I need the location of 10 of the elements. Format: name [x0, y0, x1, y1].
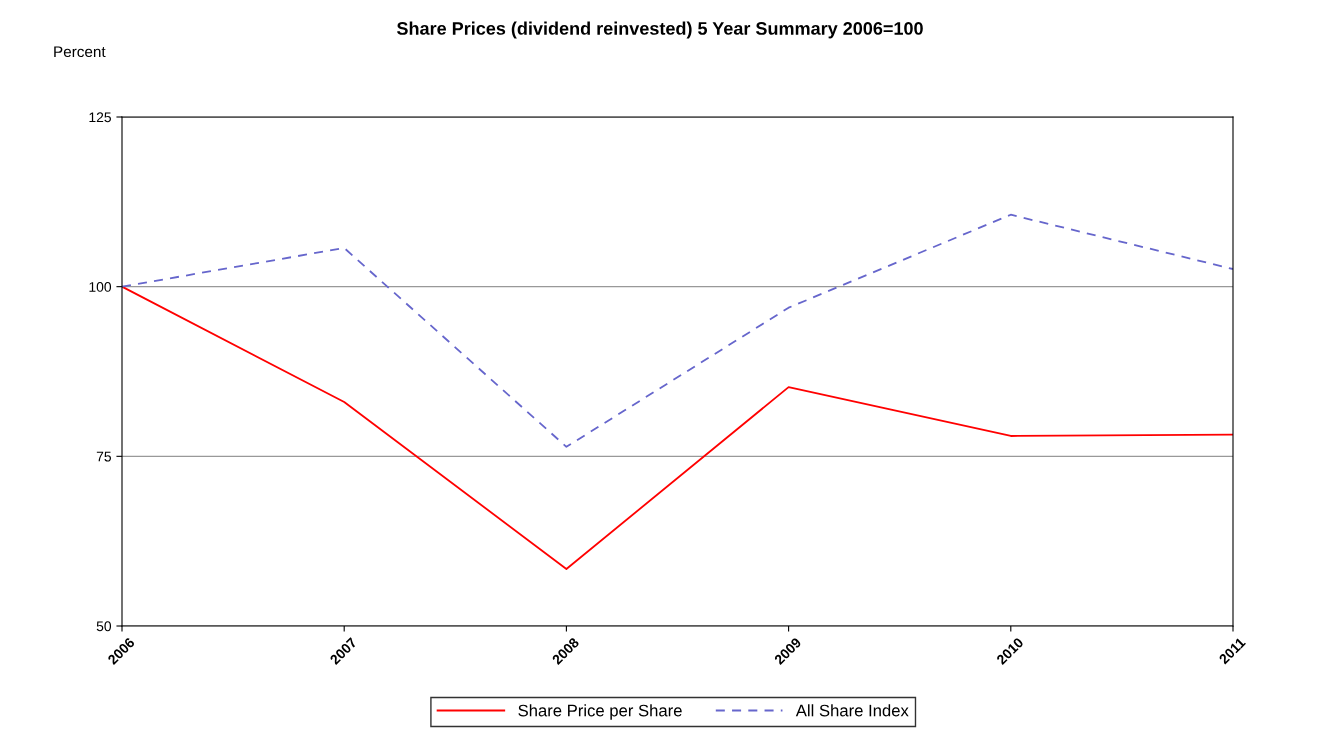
- y-tick-label: 50: [96, 621, 112, 632]
- y-tick-label: 100: [89, 282, 112, 292]
- line-series: [122, 213, 1233, 448]
- chart-title: Share Prices (dividend reinvested) 5 Year Summary 2006=100: [396, 21, 923, 39]
- y-tick-label: 125: [89, 112, 111, 123]
- y-axis-title: Percent: [54, 46, 106, 58]
- legend-label: All Share Index: [795, 704, 909, 717]
- line-series: [122, 285, 1233, 570]
- y-tick-label: 75: [96, 451, 111, 462]
- legend-label: Share Price per Share: [518, 704, 682, 720]
